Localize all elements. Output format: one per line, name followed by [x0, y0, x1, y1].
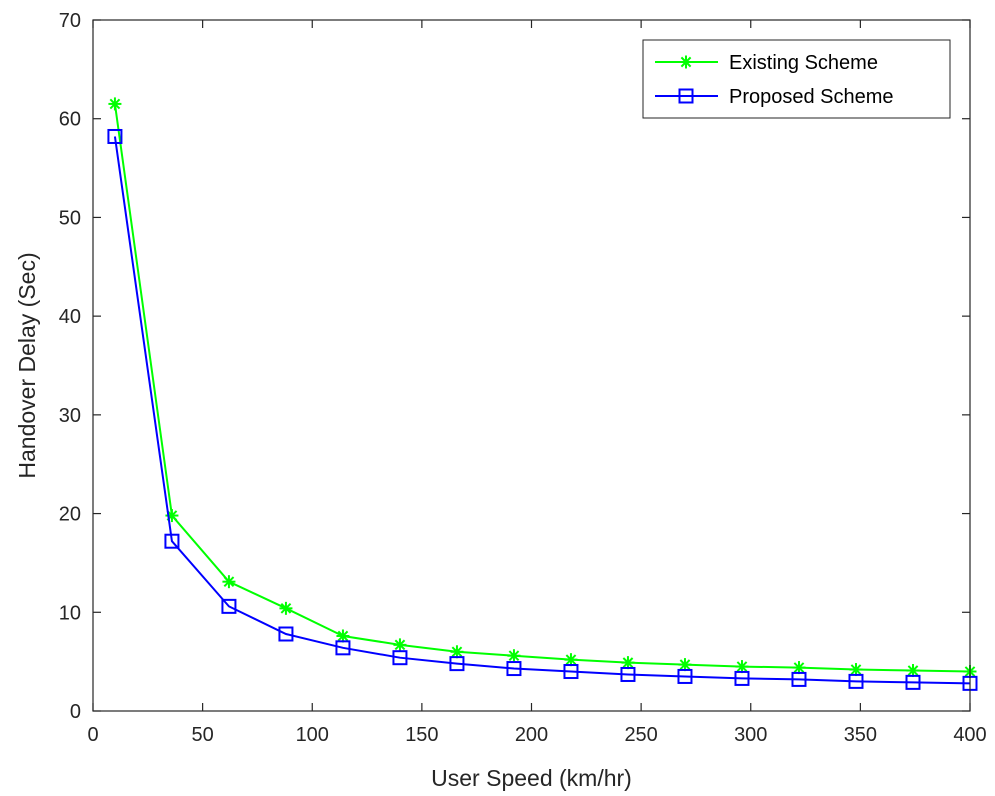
- data-point-asterisk: [507, 649, 521, 663]
- data-point-asterisk: [906, 664, 920, 678]
- data-point-square: [563, 664, 579, 680]
- data-point-square: [449, 656, 465, 672]
- y-tick-label: 30: [59, 405, 81, 427]
- data-point-asterisk: [621, 656, 635, 670]
- data-point-asterisk: [792, 661, 806, 675]
- data-point-square: [678, 88, 694, 104]
- data-point-square: [164, 533, 180, 549]
- data-point-asterisk: [564, 653, 578, 667]
- data-point-asterisk: [222, 575, 236, 589]
- data-point-square: [278, 626, 294, 642]
- data-point-asterisk: [735, 660, 749, 674]
- x-tick-label: 350: [844, 724, 877, 746]
- data-point-square: [677, 668, 693, 684]
- data-point-asterisk: [108, 97, 122, 111]
- data-point-asterisk: [450, 645, 464, 659]
- y-tick-label: 10: [59, 602, 81, 624]
- data-point-asterisk: [336, 629, 350, 643]
- y-tick-label: 60: [59, 109, 81, 131]
- y-tick-label: 20: [59, 504, 81, 526]
- data-point-asterisk: [279, 601, 293, 615]
- x-tick-label: 0: [87, 724, 98, 746]
- data-point-asterisk: [393, 638, 407, 652]
- data-point-square: [848, 673, 864, 689]
- data-point-square: [335, 640, 351, 656]
- x-tick-label: 400: [953, 724, 986, 746]
- series-line: [113, 103, 971, 673]
- x-tick-label: 150: [405, 724, 438, 746]
- x-tick-label: 100: [296, 724, 329, 746]
- y-tick-label: 50: [59, 207, 81, 229]
- axis-ticks: 0 50 100 150 200 250 300 350 400 0 10 20 30 40 50 60 70: [59, 10, 987, 746]
- data-point-square: [506, 661, 522, 677]
- x-tick-label: 250: [624, 724, 657, 746]
- legend-label: Existing Scheme: [729, 52, 878, 74]
- data-point-square: [392, 650, 408, 666]
- series-layer: [107, 97, 978, 691]
- legend-label: Proposed Scheme: [729, 86, 894, 108]
- x-tick-label: 300: [734, 724, 767, 746]
- data-point-asterisk: [849, 663, 863, 677]
- data-point-square: [905, 674, 921, 690]
- y-tick-label: 40: [59, 306, 81, 328]
- data-point-asterisk: [678, 658, 692, 672]
- legend-box: [642, 39, 951, 119]
- x-tick-label: 200: [515, 724, 548, 746]
- data-point-square: [734, 670, 750, 686]
- data-point-asterisk: [679, 55, 693, 69]
- y-axis-label: Handover Delay (Sec): [14, 252, 40, 478]
- data-point-square: [221, 598, 237, 614]
- x-tick-label: 50: [192, 724, 214, 746]
- data-point-square: [107, 128, 123, 144]
- series-line: [113, 136, 971, 685]
- y-tick-label: 0: [70, 701, 81, 723]
- y-tick-label: 70: [59, 10, 81, 32]
- data-point-square: [791, 671, 807, 687]
- data-point-square: [620, 666, 636, 682]
- x-axis-label: User Speed (km/hr): [431, 765, 632, 791]
- legend: Existing Scheme Proposed Scheme: [642, 39, 951, 119]
